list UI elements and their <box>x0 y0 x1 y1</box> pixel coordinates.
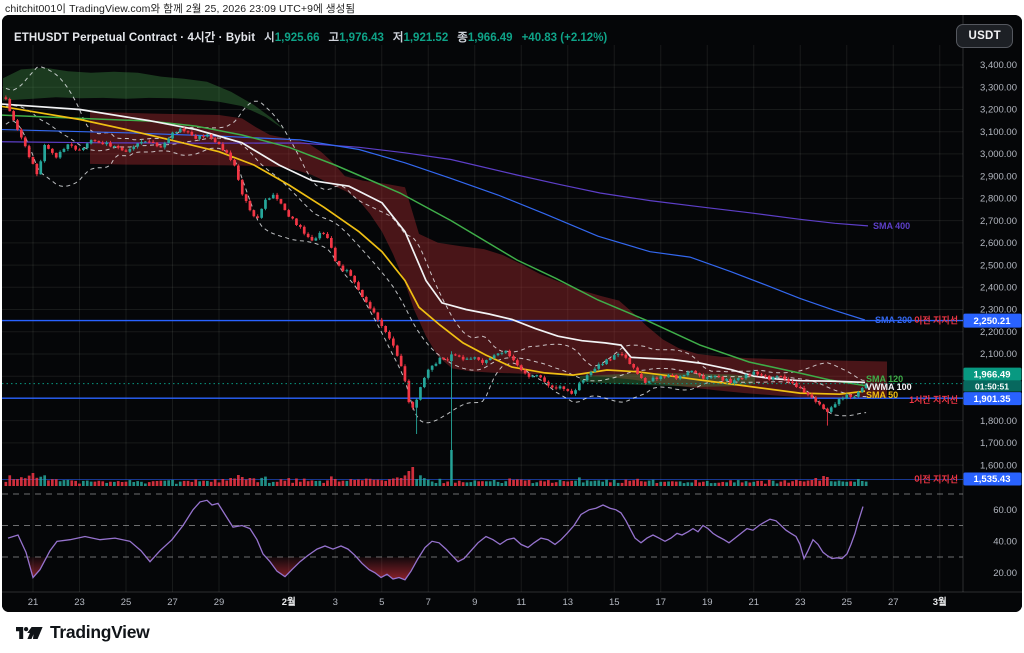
svg-text:1,535.43: 1,535.43 <box>974 474 1011 485</box>
svg-text:20.00: 20.00 <box>993 568 1017 579</box>
svg-text:9: 9 <box>472 597 477 608</box>
svg-text:SMA 120: SMA 120 <box>866 374 903 384</box>
svg-text:이전 지지선: 이전 지지선 <box>914 315 958 326</box>
svg-text:3,100.00: 3,100.00 <box>980 127 1017 138</box>
svg-text:2,400.00: 2,400.00 <box>980 283 1017 294</box>
svg-text:29: 29 <box>214 597 225 608</box>
ohlc-open: 시1,925.66 <box>264 32 320 44</box>
svg-text:2,600.00: 2,600.00 <box>980 238 1017 249</box>
svg-text:27: 27 <box>888 597 899 608</box>
svg-text:11: 11 <box>516 597 526 608</box>
ohlc-close: 종1,966.49 <box>457 32 513 44</box>
svg-text:VWMA 100: VWMA 100 <box>866 382 912 392</box>
svg-text:1,600.00: 1,600.00 <box>980 460 1017 471</box>
svg-text:1시간 지지선: 1시간 지지선 <box>909 394 958 405</box>
svg-text:60.00: 60.00 <box>993 505 1017 516</box>
svg-text:이전 지지선: 이전 지지선 <box>914 474 958 485</box>
price-change: +40.83 (+2.12%) <box>521 32 608 44</box>
svg-text:17: 17 <box>655 597 666 608</box>
svg-text:2,100.00: 2,100.00 <box>980 349 1017 360</box>
svg-text:SMA 400: SMA 400 <box>873 221 910 231</box>
attribution-text: chitchit001이 TradingView.com와 함께 2월 25, … <box>5 3 356 15</box>
svg-text:01:50:51: 01:50:51 <box>975 381 1009 391</box>
svg-text:7: 7 <box>426 597 431 608</box>
svg-text:21: 21 <box>748 597 759 608</box>
svg-text:19: 19 <box>702 597 713 608</box>
svg-text:2,700.00: 2,700.00 <box>980 216 1017 227</box>
svg-text:3: 3 <box>333 597 338 608</box>
svg-text:15: 15 <box>609 597 620 608</box>
svg-text:23: 23 <box>74 597 85 608</box>
svg-text:2,250.21: 2,250.21 <box>974 316 1012 327</box>
svg-text:23: 23 <box>795 597 806 608</box>
svg-text:3,000.00: 3,000.00 <box>980 149 1017 160</box>
svg-text:1,700.00: 1,700.00 <box>980 438 1017 449</box>
svg-text:27: 27 <box>167 597 178 608</box>
svg-text:2,300.00: 2,300.00 <box>980 305 1017 316</box>
brand-name: TradingView <box>50 622 150 642</box>
chart-card: 3,400.00 3,300.00 3,200.00 3,100.00 3,000.00… <box>2 15 1022 612</box>
svg-text:1,800.00: 1,800.00 <box>980 416 1017 427</box>
ohlc-high: 고1,976.43 <box>328 32 384 44</box>
svg-text:2,500.00: 2,500.00 <box>980 260 1017 271</box>
currency-toggle-button[interactable]: USDT <box>956 24 1013 48</box>
svg-text:5: 5 <box>379 597 384 608</box>
svg-text:SMA 50: SMA 50 <box>866 390 898 400</box>
chart-legend[interactable]: ETHUSDT Perpetual Contract · 4시간 · Bybit… <box>14 29 607 45</box>
svg-text:3,300.00: 3,300.00 <box>980 82 1017 93</box>
symbol-title: ETHUSDT Perpetual Contract · 4시간 · Bybit <box>14 32 256 44</box>
svg-text:2월: 2월 <box>282 596 296 608</box>
tradingview-logo-link[interactable]: TradingView <box>15 622 150 643</box>
svg-text:1,966.49: 1,966.49 <box>974 369 1011 380</box>
svg-text:40.00: 40.00 <box>993 537 1017 548</box>
svg-text:3월: 3월 <box>933 596 947 608</box>
svg-text:SMA 200: SMA 200 <box>875 315 912 325</box>
svg-text:13: 13 <box>562 597 573 608</box>
ohlc-low: 저1,921.52 <box>392 32 449 44</box>
svg-text:3,200.00: 3,200.00 <box>980 105 1017 116</box>
svg-text:21: 21 <box>28 597 39 608</box>
svg-text:2,900.00: 2,900.00 <box>980 171 1017 182</box>
svg-text:1,901.35: 1,901.35 <box>974 394 1012 405</box>
svg-text:2,200.00: 2,200.00 <box>980 327 1017 338</box>
tradingview-logo-icon <box>16 626 43 639</box>
svg-text:25: 25 <box>841 597 852 608</box>
svg-text:3,400.00: 3,400.00 <box>980 60 1017 71</box>
svg-text:25: 25 <box>121 597 132 608</box>
footer-bar: TradingView <box>0 612 1024 653</box>
chart-canvas[interactable]: 3,400.00 3,300.00 3,200.00 3,100.00 3,000.00… <box>2 15 1022 612</box>
svg-text:2,800.00: 2,800.00 <box>980 194 1017 205</box>
